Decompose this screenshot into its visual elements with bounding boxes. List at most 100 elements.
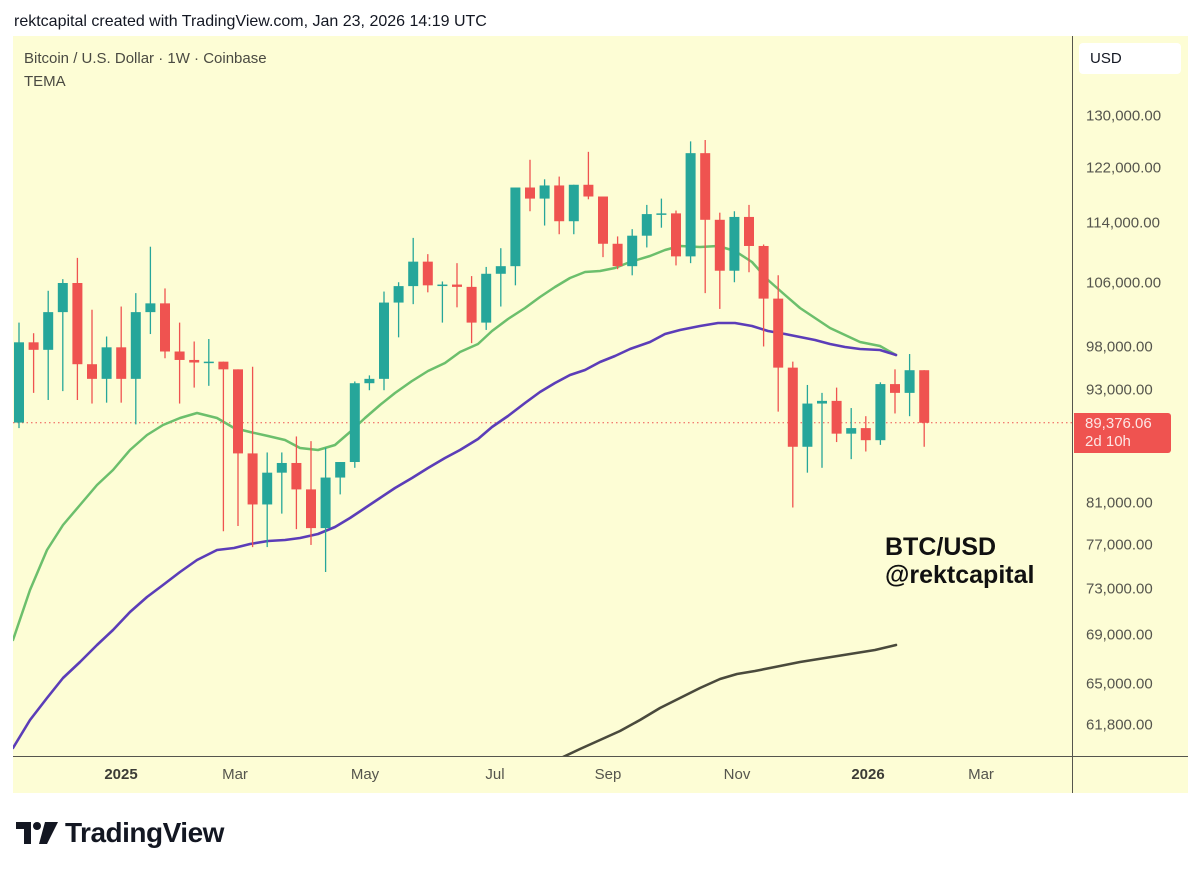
price-tick-label: 65,000.00 [1086,675,1153,693]
candle-body [495,266,506,274]
candle-body [656,213,667,215]
symbol-legend[interactable]: Bitcoin / U.S. Dollar · 1W · Coinbase [24,50,267,67]
candle-body [539,185,550,199]
candle-body [787,367,798,447]
time-tick-label: Mar [968,766,994,783]
watermark-symbol: BTC/USD [885,533,997,561]
candle-body [233,369,243,454]
candle-body [379,302,389,379]
tradingview-logo-icon [16,822,58,844]
candle-body [320,477,331,529]
price-tick-label: 77,000.00 [1086,536,1153,554]
candle-body [627,235,638,267]
candle-body [116,347,127,379]
candle-body [700,153,711,220]
candle-body [598,196,608,244]
candle-body [817,400,827,404]
chart-watermark: BTC/USD @rektcapital [885,533,1034,589]
candle-body [846,428,857,434]
price-axis-divider [1072,36,1073,793]
candle-body [335,462,346,478]
price-tick-label: 130,000.00 [1086,107,1162,125]
candle-body [189,359,200,363]
time-axis-divider [13,756,1188,757]
candle-body [714,219,725,271]
candle-body [130,312,141,379]
price-tick-label: 98,000.00 [1086,338,1153,356]
candle-body [452,284,462,287]
tradingview-logo-text: TradingView [65,817,224,848]
time-tick-label: Sep [594,766,622,783]
candle-body [510,187,521,267]
last-price-label: 89,376.06 2d 10h [1074,413,1171,453]
candle-body [101,347,112,379]
candle-body [641,214,652,236]
watermark-handle: @rektcapital [885,561,1035,589]
candle-body [729,216,740,271]
tema-line-0 [13,244,898,642]
candle-body [408,261,419,287]
bar-countdown: 2d 10h [1085,433,1131,450]
chart-credit: rektcapital created with TradingView.com… [14,13,487,30]
candle-body [904,370,915,393]
candle-body [831,400,842,434]
price-tick-label: 114,000.00 [1086,214,1160,232]
candle-body [14,342,24,423]
candle-body [525,187,535,199]
currency-selector[interactable]: USD [1079,43,1181,74]
price-tick-label: 81,000.00 [1086,494,1153,512]
candle-body [28,342,39,350]
price-tick-label: 73,000.00 [1086,580,1153,598]
candle-body [262,472,273,505]
candle-body [860,428,871,441]
candle-body [247,453,258,505]
candle-body [364,378,375,384]
candle-body [203,361,214,364]
last-price-value: 89,376.06 [1085,415,1152,432]
time-tick-label: May [350,766,380,783]
time-tick-label: Mar [222,766,248,783]
candle-body [481,273,492,323]
candle-body [291,462,302,490]
candle-body [87,364,97,379]
candle-body [72,283,83,365]
candle-body [890,384,900,393]
price-tick-label: 93,000.00 [1086,381,1153,399]
candle-body [218,361,229,370]
time-tick-label: 2026 [851,766,885,783]
time-tick-label: 2025 [104,766,138,783]
candle-body [758,245,769,299]
candle-body [612,243,623,267]
candle-body [744,216,754,246]
candle-body [174,351,185,360]
candle-body [554,185,565,222]
candle-body [306,489,316,529]
candle-body [422,261,433,286]
candle-body [583,184,594,197]
candle-body [568,184,579,222]
time-tick-label: Jul [485,766,505,783]
candle-body [349,383,360,463]
plot-area[interactable] [13,140,1072,757]
candle-body [875,384,886,441]
candle-body [802,403,813,447]
tradingview-logo[interactable]: TradingView [16,817,224,849]
candle-body [466,286,477,323]
time-tick-label: Nov [723,766,751,783]
indicator-legend[interactable]: TEMA [24,73,66,90]
tema-line-1 [13,321,898,750]
price-tick-label: 122,000.00 [1086,159,1162,177]
price-tick-label: 61,800.00 [1086,716,1153,734]
chart-pane[interactable] [13,36,1188,793]
candle-body [145,303,156,313]
candle-body [919,370,930,423]
candle-body [276,462,287,473]
candle-body [671,213,681,257]
tema-line-2 [562,643,898,756]
candle-body [773,298,784,368]
price-tick-label: 69,000.00 [1086,626,1153,644]
price-tick-label: 106,000.00 [1086,274,1162,292]
candle-body [57,283,68,313]
candle-body [437,284,448,287]
